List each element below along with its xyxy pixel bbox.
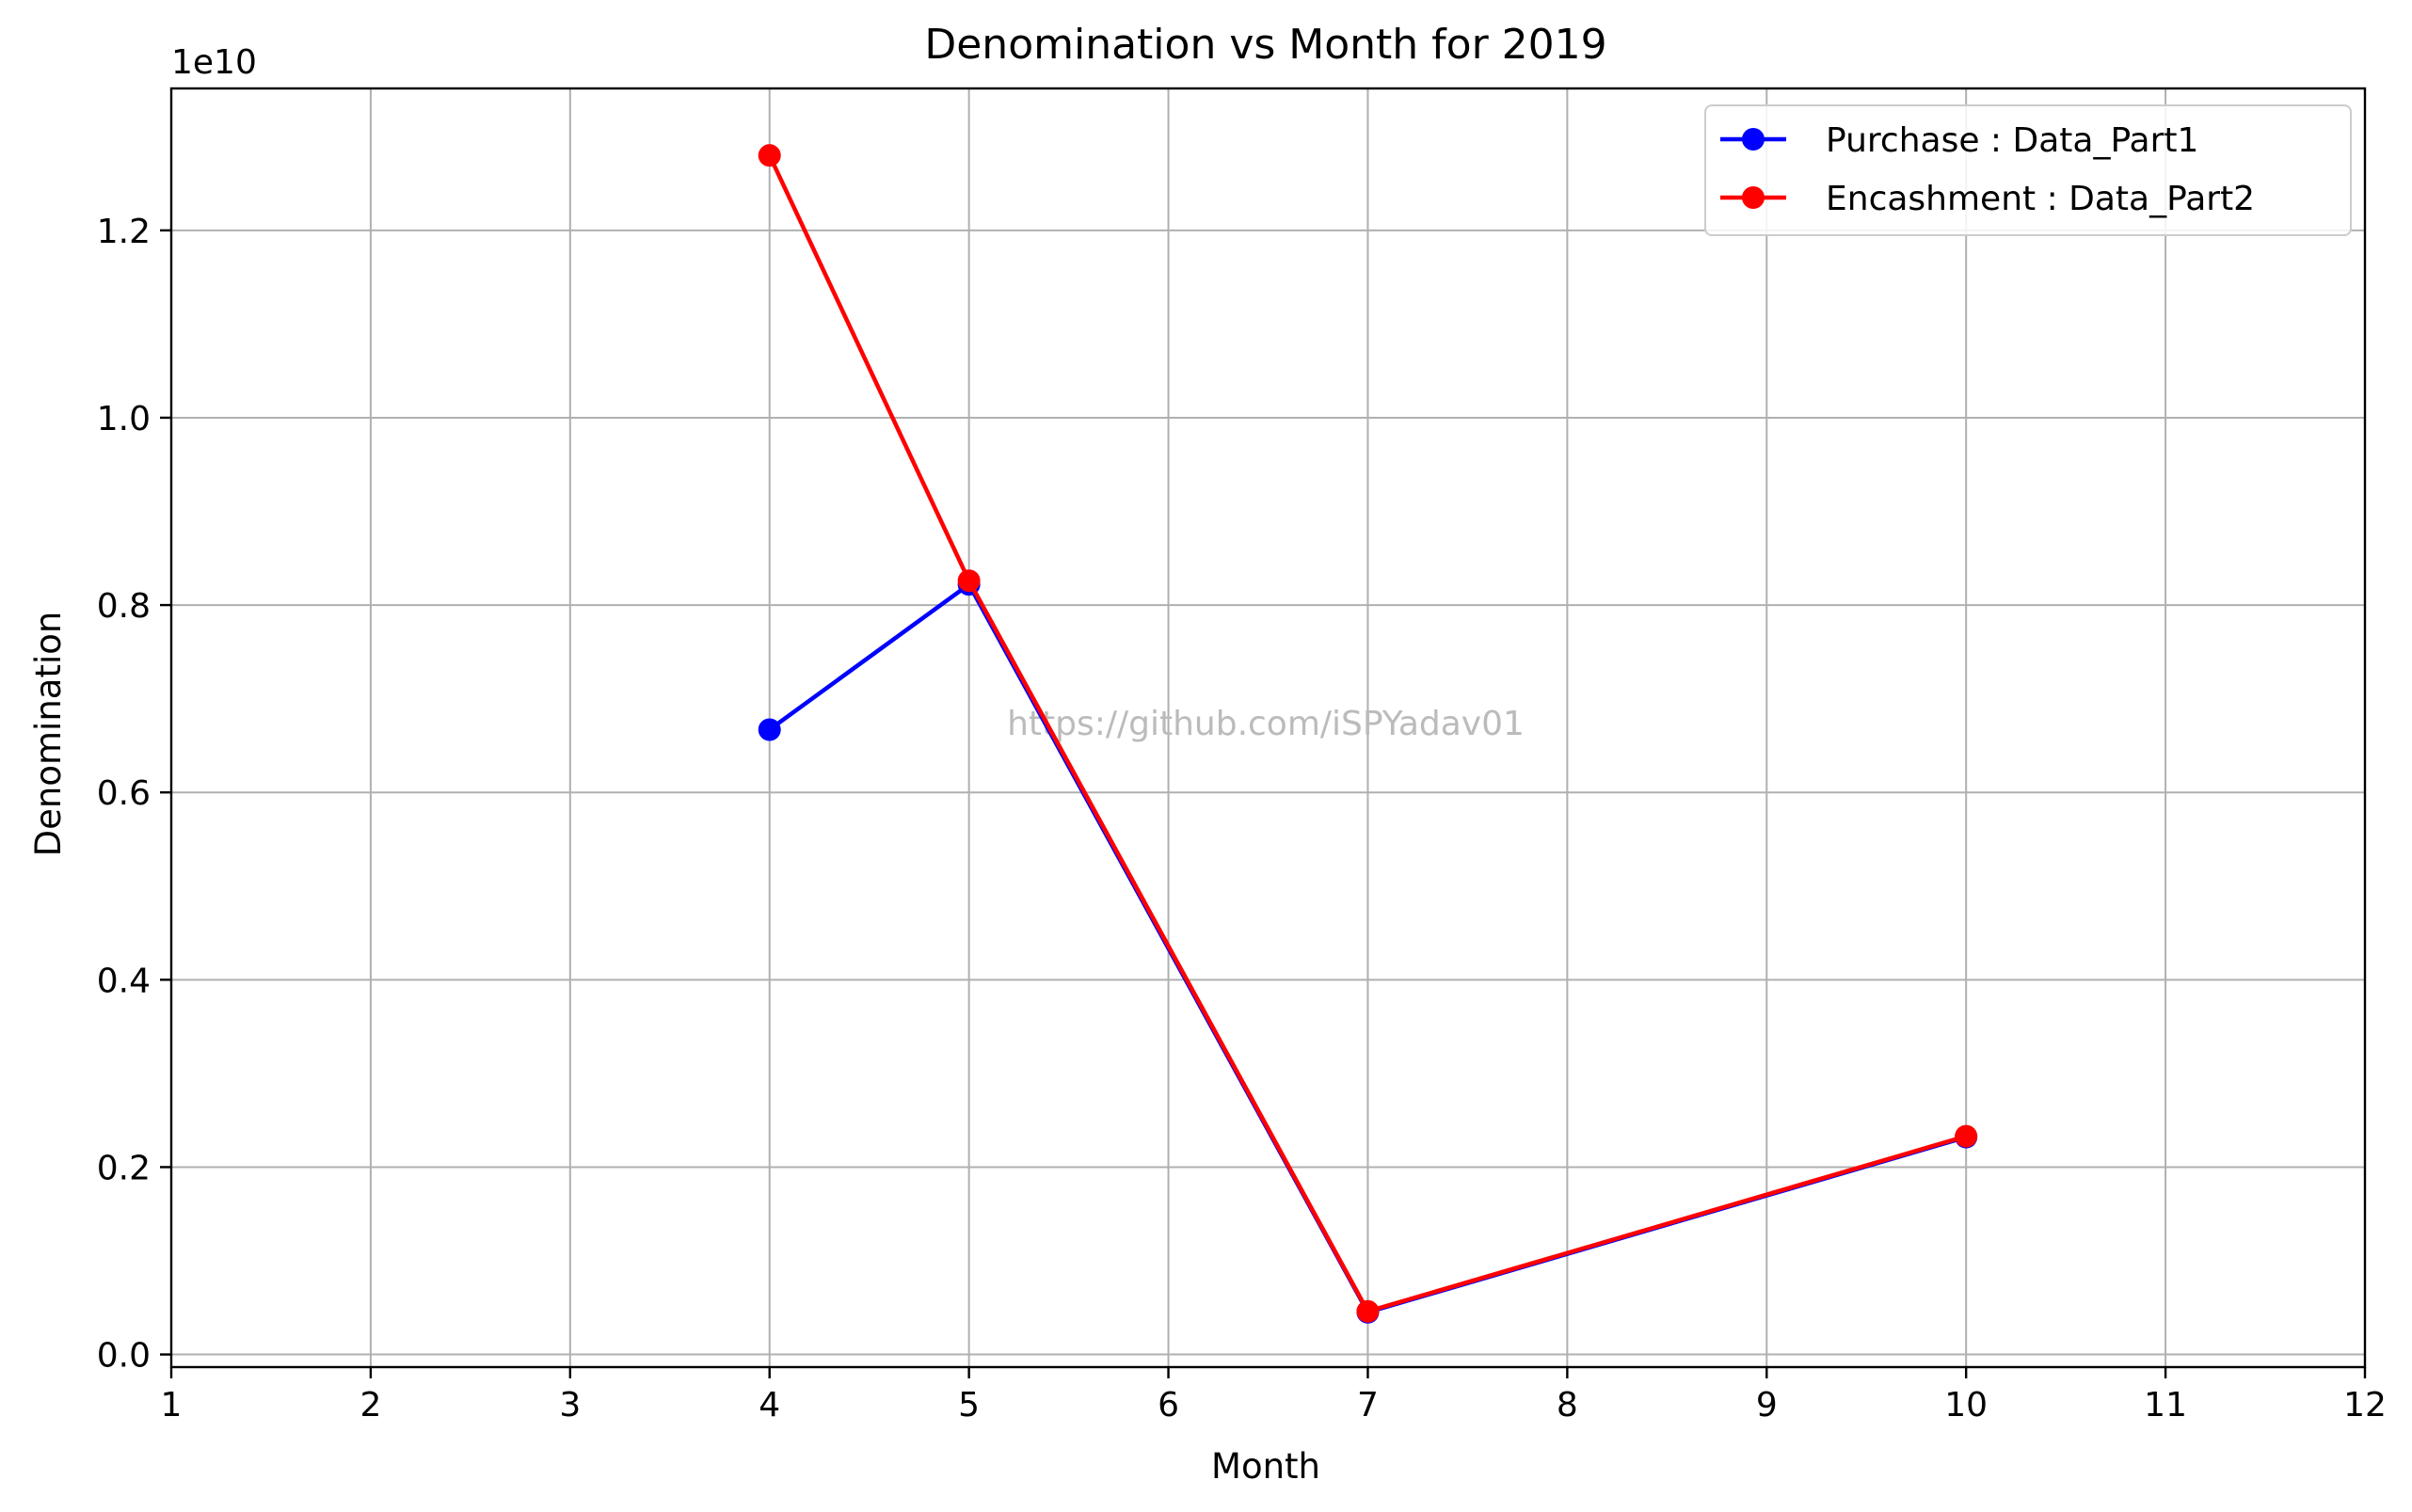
y-tick-label: 1.2 (97, 213, 151, 251)
watermark-text: https://github.com/iSPYadav01 (1007, 705, 1525, 743)
data-point (758, 144, 781, 167)
series-line (767, 154, 1967, 1314)
x-tick-label: 6 (1158, 1386, 1179, 1424)
legend-marker (1742, 128, 1765, 151)
plot-frame (169, 87, 2367, 1369)
legend: Purchase : Data_Part1 Encashment : Data_P… (1704, 104, 2352, 236)
x-tick-label: 9 (1756, 1386, 1778, 1424)
legend-box (1704, 104, 2352, 236)
data-point (957, 569, 981, 593)
y-axis-label: Denomination (28, 612, 69, 857)
y-tick-label: 0.0 (97, 1337, 151, 1376)
x-tick-label: 11 (2144, 1386, 2187, 1424)
legend-marker (1742, 186, 1765, 209)
x-tick-label: 4 (759, 1386, 780, 1424)
axis-ticks: 1 2 3 4 5 6 7 8 9 10 11 120.00.20.40.60.81.01.2 (97, 213, 2387, 1424)
x-tick-label: 10 (1944, 1386, 1988, 1424)
y-offset-label: 1e10 (171, 43, 257, 82)
data-point (1955, 1124, 1978, 1148)
data-point (758, 718, 781, 741)
x-tick-label: 8 (1557, 1386, 1578, 1424)
x-tick-label: 1 (161, 1386, 183, 1424)
x-tick-label: 2 (359, 1386, 381, 1424)
x-tick-label: 7 (1357, 1386, 1379, 1424)
legend-label: Purchase : Data_Part1 (1826, 121, 2198, 160)
x-tick-label: 5 (958, 1386, 980, 1424)
series (758, 144, 1978, 1324)
y-tick-label: 0.4 (97, 962, 151, 1000)
data-point (1356, 1299, 1380, 1323)
y-tick-label: 0.2 (97, 1149, 151, 1187)
chart-title: Denomination vs Month for 2019 (924, 21, 1606, 69)
y-tick-label: 0.8 (97, 587, 151, 626)
x-axis-label: Month (1211, 1446, 1320, 1487)
x-tick-label: 12 (2343, 1386, 2387, 1424)
y-tick-label: 1.0 (97, 400, 151, 438)
y-tick-label: 0.6 (97, 774, 151, 813)
x-tick-label: 3 (559, 1386, 581, 1424)
legend-label: Encashment : Data_Part2 (1826, 180, 2255, 218)
